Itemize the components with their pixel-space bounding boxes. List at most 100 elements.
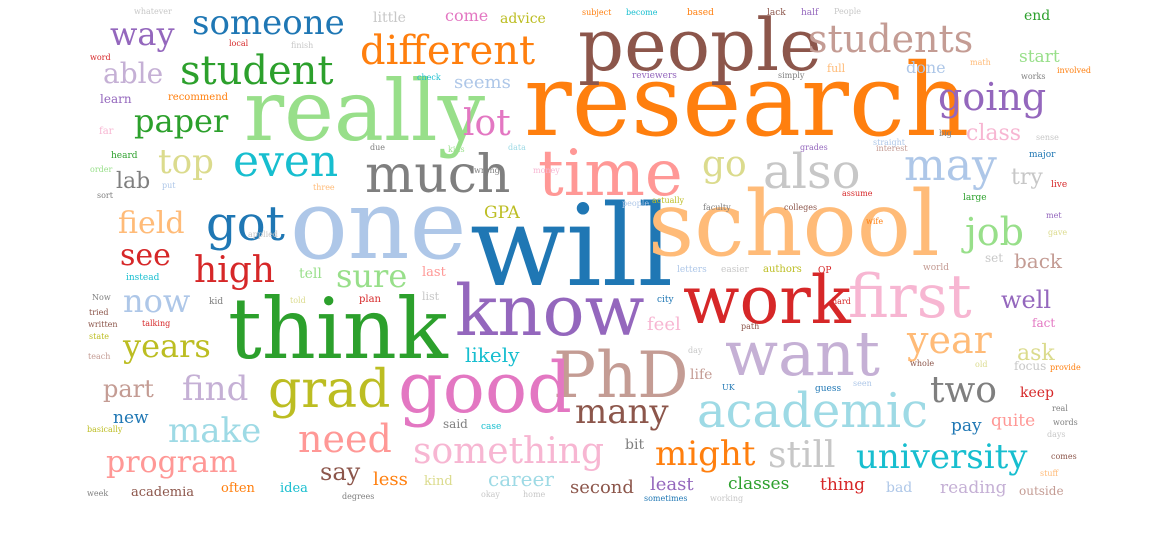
word-work-8: work bbox=[683, 262, 852, 339]
word-subject-123: subject bbox=[582, 8, 612, 17]
word-provide-150: provide bbox=[1050, 363, 1081, 372]
word-kids-134: kids bbox=[448, 145, 465, 154]
word-comes-154: comes bbox=[1051, 452, 1077, 461]
word-try-52: try bbox=[1011, 165, 1043, 190]
word-fact-102: fact bbox=[1032, 316, 1055, 330]
word-time-10: time bbox=[538, 137, 683, 211]
word-need-31: need bbox=[298, 417, 392, 461]
word-talking-145: talking bbox=[142, 319, 170, 328]
word-written-142: written bbox=[88, 320, 118, 329]
word-thing-65: thing bbox=[820, 475, 865, 495]
word-advice-76: advice bbox=[500, 11, 546, 27]
word-people-5: people bbox=[578, 3, 822, 87]
word-old-148: old bbox=[975, 360, 988, 369]
word-career-60: career bbox=[488, 467, 554, 491]
word-way-46: way bbox=[110, 15, 175, 53]
word-case-96: case bbox=[481, 422, 501, 432]
word-check-120: check bbox=[417, 73, 441, 82]
word-done-72: done bbox=[906, 58, 946, 77]
word-good-12: good bbox=[398, 347, 572, 429]
word-got-22: got bbox=[206, 196, 285, 252]
word-far-130: far bbox=[99, 126, 114, 137]
word-students-18: students bbox=[808, 17, 973, 61]
word-come-77: come bbox=[445, 6, 488, 25]
word-many-32: many bbox=[575, 392, 669, 432]
word-focus-149: focus bbox=[1014, 359, 1046, 373]
word-feel-59: feel bbox=[647, 314, 681, 335]
word-guess-99: guess bbox=[815, 384, 842, 394]
word-sense-114: sense bbox=[1036, 133, 1059, 142]
word-letters-104: letters bbox=[677, 265, 707, 275]
word-one-1: one bbox=[290, 169, 466, 281]
word-reviewers-119: reviewers bbox=[632, 71, 677, 81]
word-math-116: math bbox=[970, 58, 991, 67]
word-local-122: local bbox=[229, 39, 249, 48]
word-order-139: order bbox=[90, 165, 112, 174]
word-sometimes-160: sometimes bbox=[644, 494, 687, 503]
word-world-107: world bbox=[923, 263, 949, 273]
word-second-62: second bbox=[570, 477, 634, 498]
word-make-37: make bbox=[168, 411, 261, 451]
word-part-56: part bbox=[103, 375, 154, 403]
word-sort-138: sort bbox=[97, 191, 114, 200]
word-day-146: day bbox=[688, 346, 703, 355]
word-idea-92: idea bbox=[280, 481, 308, 496]
word-lot-48: lot bbox=[463, 103, 511, 144]
word-involved-165: involved bbox=[1057, 66, 1091, 75]
word-op-106: OP bbox=[818, 266, 831, 276]
word-university-30: university bbox=[856, 437, 1028, 477]
word-full-117: full bbox=[827, 62, 846, 75]
word-stuff-155: stuff bbox=[1040, 469, 1059, 478]
word-interest-178: interest bbox=[876, 144, 908, 153]
word-now-41: now bbox=[123, 282, 190, 320]
word-real-151: real bbox=[1052, 404, 1068, 413]
word-lab-57: lab bbox=[116, 169, 150, 194]
word-basically-170: basically bbox=[87, 425, 123, 434]
word-grades-177: grades bbox=[800, 143, 828, 152]
word-seen-163: seen bbox=[853, 379, 872, 388]
word-know-7: know bbox=[455, 270, 645, 352]
word-last-85: last bbox=[422, 265, 447, 280]
word-list-87: list bbox=[422, 290, 440, 303]
word-recommend-79: recommend bbox=[168, 92, 229, 103]
word-working-161: working bbox=[710, 494, 743, 503]
word-authors-103: authors bbox=[763, 264, 802, 275]
word-live-112: live bbox=[1051, 180, 1067, 190]
word-academic-16: academic bbox=[697, 383, 928, 439]
word-whatever-128: whatever bbox=[134, 7, 172, 16]
word-major-111: major bbox=[1029, 150, 1056, 160]
word-straight-168: straight bbox=[873, 138, 906, 147]
word-two-35: two bbox=[930, 370, 997, 411]
word-really-6: really bbox=[244, 62, 486, 160]
word-colleges-176: colleges bbox=[784, 203, 817, 212]
word-data-135: data bbox=[508, 143, 526, 152]
word-uk-156: UK bbox=[722, 383, 736, 392]
word-sure-49: sure bbox=[336, 257, 407, 295]
word-words-152: words bbox=[1053, 418, 1078, 427]
word-someone-21: someone bbox=[192, 3, 345, 43]
word-might-33: might bbox=[655, 434, 756, 474]
word-gpa-75: GPA bbox=[484, 203, 520, 223]
word-due-133: due bbox=[370, 143, 385, 152]
word-path-162: path bbox=[741, 322, 759, 331]
word-based-125: based bbox=[687, 8, 714, 18]
word-assume-167: assume bbox=[842, 189, 873, 198]
word-whole-147: whole bbox=[910, 359, 934, 368]
word-teach-144: teach bbox=[88, 352, 110, 361]
word-week-157: week bbox=[87, 489, 108, 498]
word-wrong-171: wrong bbox=[474, 166, 500, 175]
word-school-3: school bbox=[648, 172, 940, 277]
word-still-34: still bbox=[768, 435, 835, 476]
word-city-137: city bbox=[657, 295, 675, 305]
word-academia-90: academia bbox=[131, 485, 194, 500]
word-life-98: life bbox=[690, 367, 712, 383]
word-something-29: something bbox=[413, 431, 604, 472]
word-degrees-94: degrees bbox=[342, 492, 374, 501]
word-people-173: people bbox=[622, 199, 649, 208]
word-learn-80: learn bbox=[100, 92, 132, 106]
word-paper-42: paper bbox=[134, 102, 229, 140]
word-program-39: program bbox=[106, 445, 237, 480]
word-put-131: put bbox=[162, 181, 176, 190]
word-even-23: even bbox=[233, 136, 338, 187]
word-outside-101: outside bbox=[1019, 484, 1064, 498]
